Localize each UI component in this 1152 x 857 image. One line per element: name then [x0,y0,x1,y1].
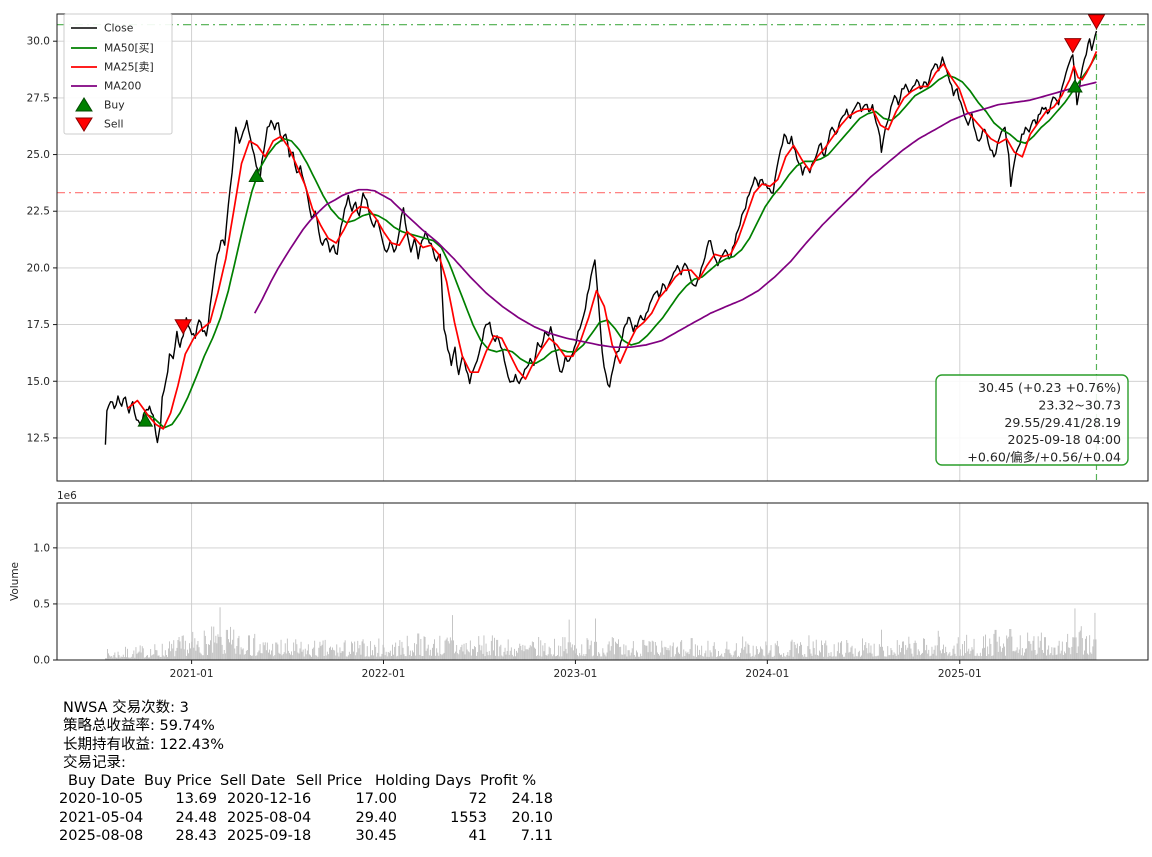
trade-table-row: 2020-10-05 13.69 2020-12-16 17.00 72 24.18 [0,790,1152,808]
trade-table-cell: 17.00 [355,791,397,808]
ma50-line [142,54,1098,429]
trade-table-cell: 29.40 [355,809,397,826]
annotation-line: 23.32~30.73 [1038,397,1121,412]
volume-ytick-label: 0.0 [33,655,50,667]
legend-label: MA25[卖] [104,61,154,74]
trade-table-cell: 24.18 [511,791,553,808]
price-ytick-label: 25.0 [27,149,50,161]
price-ytick-label: 15.0 [27,376,50,388]
volume-axis-label: Volume [9,562,21,601]
annotation-line: 30.45 (+0.23 +0.76%) [978,380,1121,395]
level-lines [57,14,1148,481]
price-volume-chart: 12.5 15.0 17.5 20.0 22.5 25.0 27.5 30.0 0.0 0.5 1.… [9,13,1149,680]
buy-marker [248,168,265,183]
trade-table-cell: 2020-12-16 [227,791,312,808]
summary-strategy-return: 策略总收益率: 59.74% [63,718,215,735]
trade-table-header-cell: Holding Days [375,773,472,790]
summary-trade-log-label: 交易记录: [63,754,126,771]
summary-buyhold-return: 长期持有收益: 122.43% [63,736,225,753]
volume-ytick-label: 0.5 [33,598,50,610]
ma200-line [253,81,1097,349]
legend-label: Close [104,22,134,35]
trade-table-cell: 2025-08-08 [59,828,144,845]
axes: 12.5 15.0 17.5 20.0 22.5 25.0 27.5 30.0 0.0 0.5 1.… [9,13,1149,680]
summary-trade-count: NWSA 交易次数: 3 [63,700,189,716]
trade-table-cell: 7.11 [520,828,553,845]
trade-table-cell: 20.10 [511,809,553,826]
trade-table-cell: 1553 [450,809,487,826]
sell-marker [1087,14,1106,30]
price-ytick-label: 22.5 [27,206,50,218]
price-ytick-label: 20.0 [27,262,50,274]
strategy-summary: NWSA 交易次数: 3 策略总收益率: 59.74% 长期持有收益: 122.… [0,699,1152,845]
xtick-label: 2024-01 [745,668,789,680]
trade-table-row: 2021-05-04 24.48 2025-08-04 29.40 1553 20.10 [0,809,1152,827]
annotation-line: +0.60/偏多/+0.56/+0.04 [967,450,1121,465]
quote-annotation: 30.45 (+0.23 +0.76%) 23.32~30.73 29.55/29.… [935,374,1129,466]
volume-offset-label: 1e6 [57,490,77,502]
legend-label: Sell [104,118,124,131]
trade-table-cell: 24.48 [175,809,217,826]
sell-marker [1063,38,1082,54]
trade-table: Buy Date Buy Price Sell Date Sell Price Hold… [0,772,1152,845]
buy-marker [137,413,154,427]
legend-sell-triangle-icon [75,117,93,132]
trade-table-header-cell: Buy Date [68,773,135,790]
trade-table-cell: 28.43 [175,828,217,845]
trade-table-row: 2025-08-08 28.43 2025-09-18 30.45 41 7.11 [0,827,1152,845]
buy-marker [1067,79,1083,93]
trade-table-cell: 2021-05-04 [59,809,144,826]
volume-bars [105,607,1097,660]
trade-table-cell: 30.45 [355,828,397,845]
volume-ytick-label: 1.0 [33,542,50,554]
legend-label: MA50[买] [104,42,154,55]
sell-marker [174,319,193,335]
trade-table-cell: 72 [468,791,487,808]
trade-table-cell: 2025-08-04 [227,809,312,826]
legend-label: MA200 [104,80,141,93]
price-ytick-label: 12.5 [27,432,50,444]
trade-table-cell: 41 [468,828,487,845]
trade-table-cell: 13.69 [175,791,217,808]
xtick-label: 2023-01 [553,668,597,680]
ma25-line [126,51,1098,430]
price-ytick-label: 27.5 [27,92,50,104]
close-line [104,30,1098,445]
xtick-label: 2021-01 [170,668,214,680]
legend-buy-triangle-icon [75,97,93,112]
trade-table-header-cell: Sell Price [296,773,363,790]
annotation-line: 29.55/29.41/28.19 [1004,415,1121,430]
legend-label: Buy [104,99,125,112]
price-ytick-label: 17.5 [27,319,50,331]
price-ytick-label: 30.0 [27,36,50,48]
gridlines [57,14,1148,660]
trade-table-cell: 2020-10-05 [59,791,144,808]
trade-table-cell: 2025-09-18 [227,828,312,845]
trade-markers [137,14,1106,427]
trade-table-header-cell: Sell Date [220,773,286,790]
annotation-line: 2025-09-18 04:00 [1008,432,1122,447]
trade-table-header: Buy Date Buy Price Sell Date Sell Price Hold… [0,772,1152,790]
trade-table-header-cell: Profit % [480,773,537,790]
legend: Close MA50[买] MA25[卖] MA200 Buy Sell [63,13,173,135]
trade-table-header-cell: Buy Price [144,773,212,790]
xtick-label: 2025-01 [938,668,982,680]
xtick-label: 2022-01 [362,668,406,680]
